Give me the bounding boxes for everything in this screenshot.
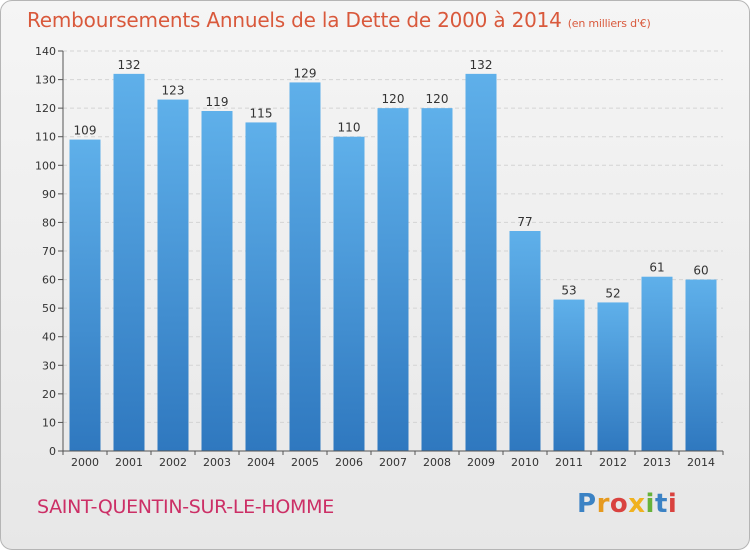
x-tick-label: 2006 <box>335 456 363 469</box>
y-tick-label: 40 <box>42 331 56 344</box>
data-label: 53 <box>561 284 576 298</box>
data-label: 60 <box>693 264 708 278</box>
commune-name: SAINT-QUENTIN-SUR-LE-HOMME <box>37 496 334 518</box>
x-tick-label: 2012 <box>599 456 627 469</box>
logo-letter: r <box>596 489 610 519</box>
x-tick-label: 2004 <box>247 456 275 469</box>
proxiti-logo: Proxiti <box>577 489 677 519</box>
bar <box>201 111 233 451</box>
data-labels: 109 132 123 119 115 129 110 120 120 132 77 53 52 61 60 <box>74 58 709 301</box>
data-label: 77 <box>517 215 532 229</box>
bar <box>245 122 277 451</box>
y-tick-label: 120 <box>35 102 56 115</box>
data-label: 120 <box>382 92 405 106</box>
bars <box>69 73 717 452</box>
bar <box>553 299 585 451</box>
y-tick-label: 0 <box>49 445 56 458</box>
data-label: 129 <box>294 66 317 80</box>
y-tick-label: 140 <box>35 45 56 58</box>
data-label: 61 <box>649 261 664 275</box>
y-tick-label: 110 <box>35 131 56 144</box>
x-tick-label: 2003 <box>203 456 231 469</box>
bar <box>685 279 717 451</box>
y-tick-label: 10 <box>42 416 56 429</box>
x-tick-label: 2000 <box>71 456 99 469</box>
logo-letter: t <box>654 489 668 519</box>
y-tick-label: 100 <box>35 159 56 172</box>
x-axis: 2000 2001 2002 2003 2004 2005 2006 2007 2008 2009… <box>62 450 724 469</box>
x-tick-label: 2010 <box>511 456 539 469</box>
logo-letter: P <box>577 489 597 519</box>
data-label: 52 <box>605 286 620 300</box>
bar <box>289 82 321 451</box>
chart-title: Remboursements Annuels de la Dette de 20… <box>27 8 651 32</box>
x-tick-label: 2007 <box>379 456 407 469</box>
logo-letter: x <box>628 489 646 519</box>
bar <box>509 231 541 451</box>
y-tick-label: 50 <box>42 302 56 315</box>
bar <box>597 302 629 451</box>
bar <box>421 108 453 452</box>
x-tick-label: 2008 <box>423 456 451 469</box>
y-tick-label: 80 <box>42 216 56 229</box>
chart-subtitle: (en milliers d'€) <box>567 17 651 30</box>
bar <box>333 136 365 451</box>
bar <box>157 99 189 452</box>
logo-letter: i <box>645 489 655 519</box>
y-tick-label: 20 <box>42 388 56 401</box>
data-label: 109 <box>74 124 97 138</box>
data-label: 120 <box>426 92 449 106</box>
y-tick-label: 130 <box>35 74 56 87</box>
bar <box>377 108 409 452</box>
data-label: 110 <box>338 121 361 135</box>
logo-letter: i <box>667 489 678 519</box>
x-tick-label: 2002 <box>159 456 187 469</box>
x-tick-label: 2005 <box>291 456 319 469</box>
data-label: 132 <box>470 58 493 72</box>
y-tick-label: 90 <box>42 188 56 201</box>
y-tick-label: 60 <box>42 274 56 287</box>
logo-letter: o <box>609 489 629 519</box>
x-tick-label: 2014 <box>687 456 715 469</box>
data-label: 123 <box>162 84 185 98</box>
y-axis: 0 10 20 30 40 50 60 70 80 90 100 110 120 130 140 <box>35 45 64 458</box>
bar <box>69 139 101 452</box>
bar <box>113 73 145 451</box>
x-tick-label: 2001 <box>115 456 143 469</box>
data-label: 132 <box>118 58 141 72</box>
chart-title-text: Remboursements Annuels de la Dette de 20… <box>27 8 562 32</box>
y-tick-label: 30 <box>42 359 56 372</box>
bar <box>641 276 673 451</box>
x-tick-label: 2009 <box>467 456 495 469</box>
bar <box>465 73 497 451</box>
y-tick-label: 70 <box>42 245 56 258</box>
x-tick-label: 2011 <box>555 456 583 469</box>
data-label: 119 <box>206 95 229 109</box>
x-tick-label: 2013 <box>643 456 671 469</box>
data-label: 115 <box>250 106 273 120</box>
